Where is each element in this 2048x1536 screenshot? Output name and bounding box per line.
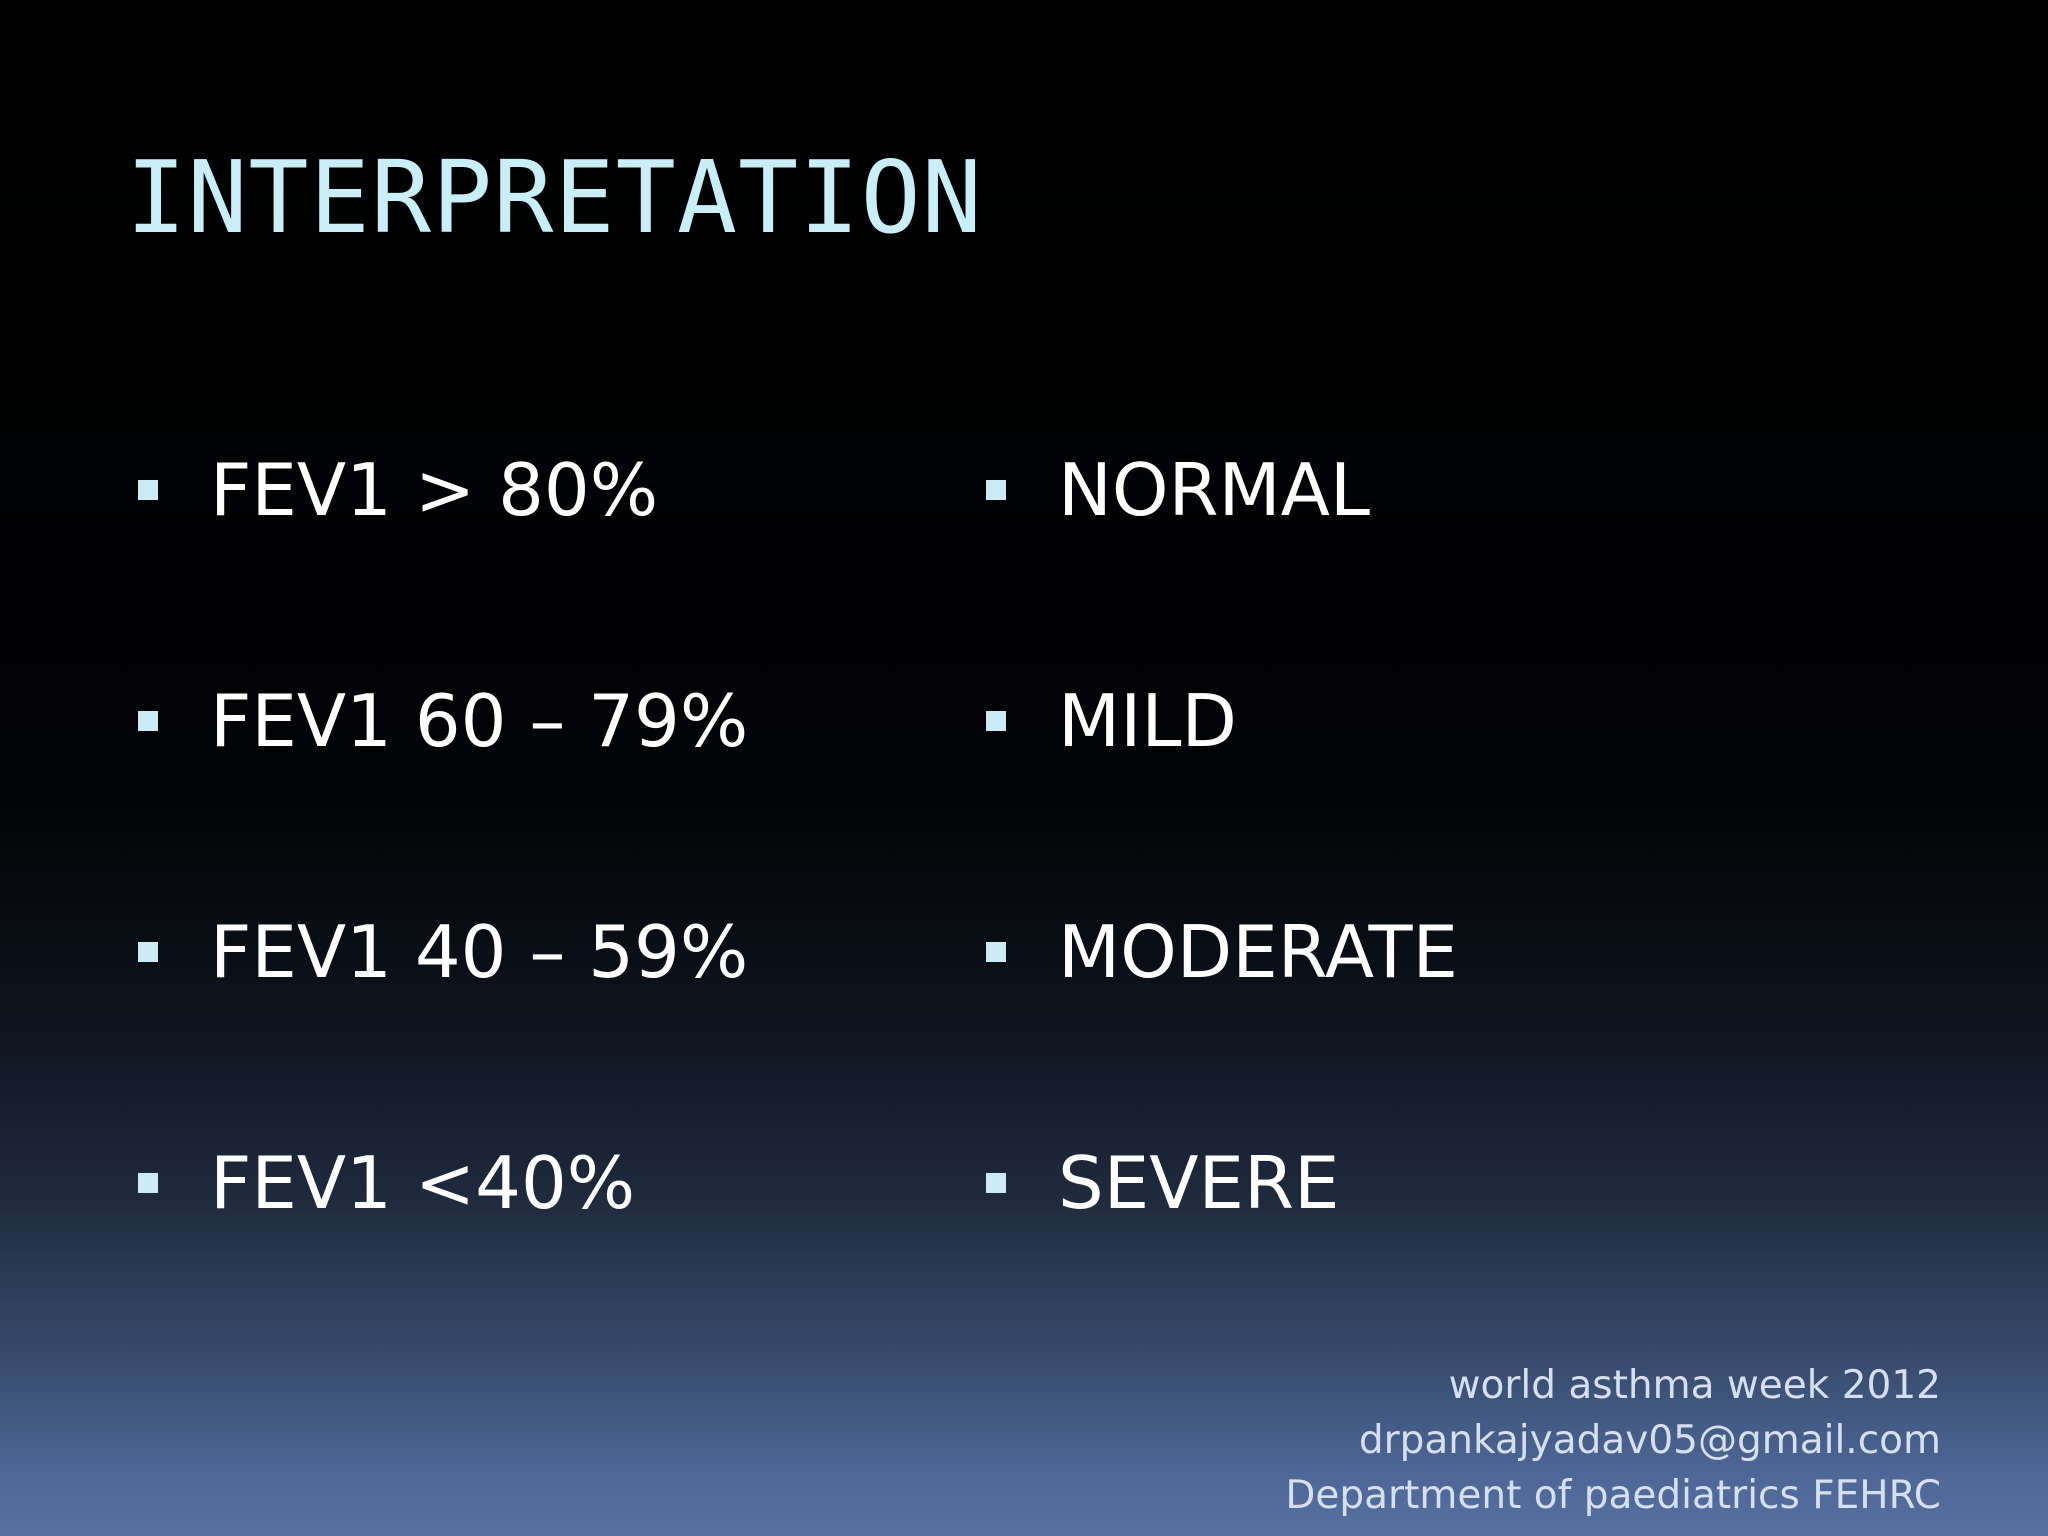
footer-department: Department of paediatrics FEHRC xyxy=(1285,1473,1941,1518)
slide-title: INTERPRETATION xyxy=(126,139,983,256)
square-bullet-icon xyxy=(138,942,158,962)
slide-footer: world asthma week 2012 drpankajyadav05@g… xyxy=(1285,1358,1941,1523)
square-bullet-icon xyxy=(986,942,1006,962)
square-bullet-icon xyxy=(986,711,1006,731)
severity-text: MILD xyxy=(1058,679,1237,763)
footer-event: world asthma week 2012 xyxy=(1448,1363,1941,1408)
square-bullet-icon xyxy=(138,711,158,731)
fev1-range-text: FEV1 > 80% xyxy=(210,448,659,532)
fev1-range-text: FEV1 <40% xyxy=(210,1141,636,1225)
square-bullet-icon xyxy=(138,1173,158,1193)
square-bullet-icon xyxy=(986,480,1006,500)
fev1-range-text: FEV1 60 – 79% xyxy=(210,679,749,763)
square-bullet-icon xyxy=(986,1173,1006,1193)
severity-text: NORMAL xyxy=(1058,448,1371,532)
square-bullet-icon xyxy=(138,480,158,500)
fev1-range-text: FEV1 40 – 59% xyxy=(210,910,749,994)
severity-text: MODERATE xyxy=(1058,910,1458,994)
footer-email: drpankajyadav05@gmail.com xyxy=(1358,1418,1941,1463)
severity-text: SEVERE xyxy=(1058,1141,1340,1225)
